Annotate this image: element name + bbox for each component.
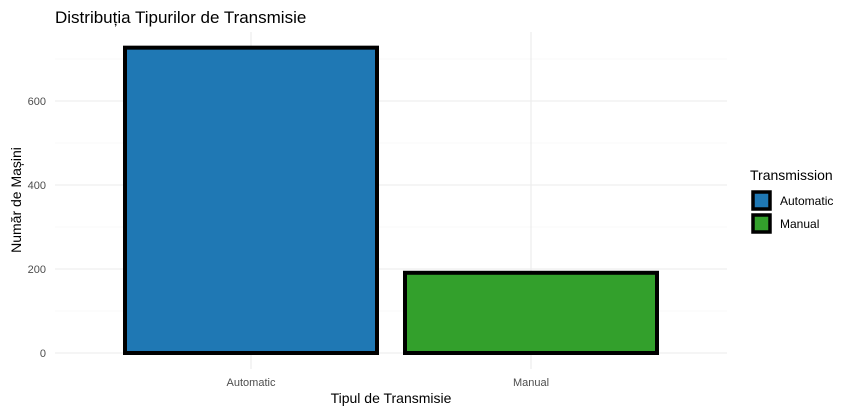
x-tick-label-0: Automatic [227, 377, 276, 389]
legend-title: Transmission [750, 167, 833, 183]
y-tick-label-3: 600 [28, 96, 46, 108]
bar-manual [403, 270, 659, 355]
legend-key-manual [751, 213, 772, 234]
bar-automatic [123, 45, 379, 355]
y-tick-label-1: 200 [28, 264, 46, 276]
y-axis-ticks: 0 200 400 600 [28, 96, 46, 360]
legend-label-manual: Manual [780, 217, 819, 231]
y-tick-label-2: 400 [28, 180, 46, 192]
bars [123, 45, 659, 355]
y-tick-label-0: 0 [40, 348, 46, 360]
legend-key-automatic [751, 190, 772, 211]
chart-title: Distribuția Tipurilor de Transmisie [55, 8, 306, 27]
y-axis-title: Număr de Mașini [8, 147, 24, 253]
x-tick-label-1: Manual [513, 377, 549, 389]
legend-label-automatic: Automatic [780, 194, 833, 208]
x-axis-ticks: Automatic Manual [227, 377, 550, 389]
x-axis-title: Tipul de Transmisie [331, 390, 452, 406]
legend: Transmission Automatic Manual [750, 167, 833, 234]
